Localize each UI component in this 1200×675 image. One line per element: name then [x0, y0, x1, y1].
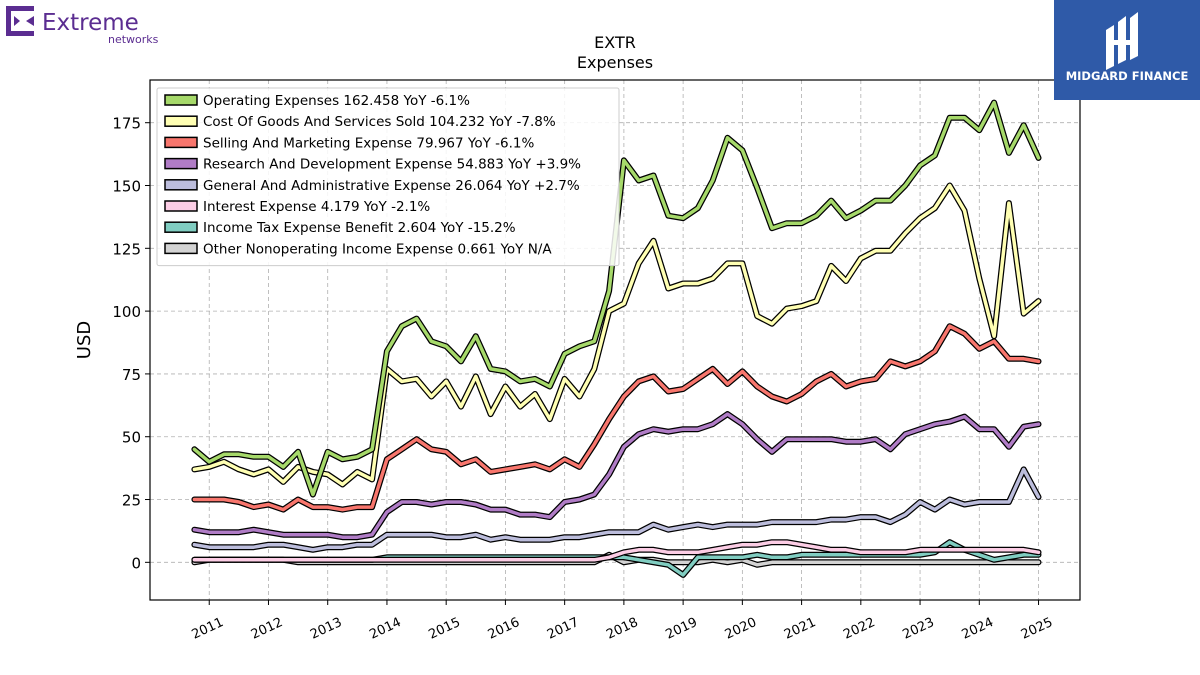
series-outline: [191, 323, 1042, 513]
legend-entry: Income Tax Expense Benefit 2.604 YoY -15…: [203, 220, 516, 236]
series-general-and-administrative-expense: [191, 466, 1042, 553]
x-tick-label: 2011: [190, 615, 226, 643]
x-tick-label: 2017: [545, 615, 581, 643]
series-selling-and-marketing-expense: [191, 323, 1042, 513]
legend-entry: Research And Development Expense 54.883 …: [203, 157, 581, 173]
legend-entry: Operating Expenses 162.458 YoY -6.1%: [203, 93, 470, 109]
legend-box: [156, 87, 620, 267]
y-tick-label: 175: [112, 115, 141, 133]
x-tick-label: 2013: [308, 615, 344, 643]
x-tick-label: 2018: [604, 615, 640, 643]
midgard-finance-logo: MIDGARD FINANCE: [1054, 0, 1200, 100]
legend-swatch: [164, 221, 198, 233]
x-tick-label: 2014: [367, 615, 403, 643]
legend-swatch: [164, 200, 198, 212]
legend-entry: Selling And Marketing Expense 79.967 YoY…: [203, 135, 534, 151]
chart-subtitle: Expenses: [577, 53, 653, 72]
series-cost-of-goods-and-services-sold: [191, 182, 1042, 488]
x-tick-label: 2016: [486, 615, 522, 643]
legend-swatch: [164, 157, 198, 170]
y-tick-label: 150: [112, 178, 141, 196]
y-tick-label: 0: [131, 554, 141, 572]
series-line: [192, 183, 1041, 487]
x-tick-label: 2023: [900, 615, 936, 643]
legend-swatch: [164, 94, 198, 106]
y-tick-label: 50: [122, 429, 141, 447]
logo-name: MIDGARD FINANCE: [1066, 69, 1189, 83]
y-axis-label: USD: [74, 321, 95, 359]
legend-entry: Cost Of Goods And Services Sold 104.232 …: [203, 114, 556, 130]
logo-word: Extreme: [42, 10, 139, 36]
legend-swatch: [164, 115, 198, 127]
y-tick-label: 75: [122, 366, 141, 384]
legend-swatch: [164, 242, 198, 255]
x-tick-label: 2022: [841, 615, 877, 643]
series-line: [192, 467, 1041, 552]
plot-frame: [149, 79, 1081, 601]
extreme-networks-logo: Extreme networks: [4, 4, 204, 52]
series-line: [192, 412, 1041, 539]
midgard-emblem-icon: [1106, 12, 1138, 70]
series-line: [192, 540, 1041, 562]
series-interest-expense: [191, 539, 1042, 563]
logo-sub: networks: [108, 33, 159, 46]
series-line: [192, 324, 1041, 512]
x-tick-label: 2024: [960, 615, 996, 643]
x-tick-label: 2015: [427, 615, 463, 643]
chart-title: EXTR: [594, 33, 636, 52]
legend-swatch: [164, 136, 198, 149]
x-tick-label: 2012: [249, 615, 285, 643]
legend-entry: Interest Expense 4.179 YoY -2.1%: [203, 199, 430, 215]
x-tick-label: 2025: [1019, 615, 1055, 643]
series-research-and-development-expense: [191, 411, 1042, 541]
series-layer: [191, 99, 1042, 578]
legend-entry: Other Nonoperating Income Expense 0.661 …: [203, 241, 552, 257]
legend: Operating Expenses 162.458 YoY -6.1% Cost…: [156, 87, 620, 267]
x-tick-label: 2021: [782, 615, 818, 643]
extreme-x-icon: [6, 6, 34, 36]
x-tick-label: 2019: [663, 615, 699, 643]
y-tick-label: 25: [122, 492, 141, 510]
y-tick-label: 125: [112, 240, 141, 258]
legend-entry: General And Administrative Expense 26.06…: [203, 178, 580, 194]
legend-swatch: [164, 179, 198, 191]
y-tick-label: 100: [112, 303, 141, 321]
x-tick-label: 2020: [723, 615, 759, 643]
